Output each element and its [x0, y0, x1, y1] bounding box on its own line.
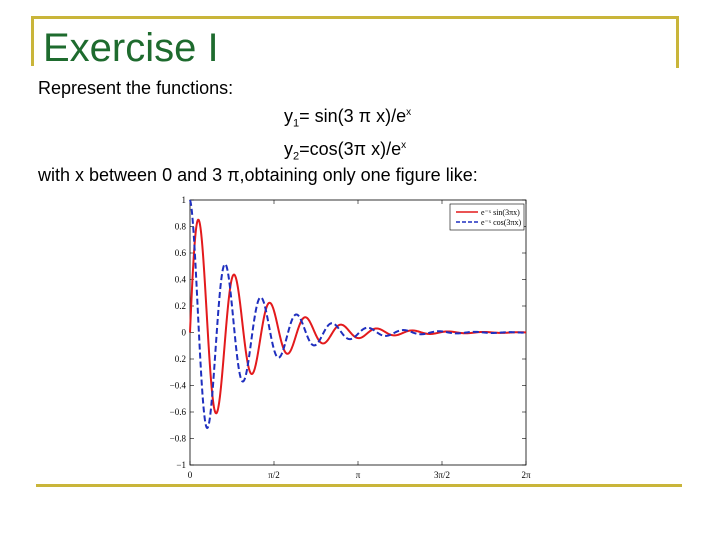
eq1-subscript: 1 [293, 117, 300, 130]
eq2-exponent: x [401, 140, 407, 151]
x-tick-label: π [356, 470, 361, 480]
legend-label-2: e⁻ˣ cos(3πx) [481, 218, 521, 227]
series-line-2 [189, 199, 527, 430]
left-border-accent [31, 16, 34, 66]
x-tick-label: 0 [188, 470, 193, 480]
legend-label-1: e⁻ˣ sin(3πx) [481, 208, 520, 217]
eq2-lhs: y [284, 139, 293, 159]
series-line-1 [189, 218, 527, 415]
x-tick-label: 2π [521, 470, 531, 480]
eq1-exponent: x [406, 107, 412, 118]
intro-text: Represent the functions: [38, 78, 234, 98]
bottom-border-accent [36, 484, 682, 487]
y-tick-label: 0 [182, 328, 187, 338]
y-axis-ticks: −1 −0.8 −0.6 −0.4 0.2 0 0.2 0.4 0.6 0.8 1 [170, 195, 526, 470]
y-tick-label: 0.6 [175, 248, 187, 258]
eq1-lhs: y [284, 106, 293, 126]
range-text: with x between 0 and 3 π,obtaining only … [38, 165, 478, 185]
equation-y1: y1= sin(3 π x)/ex [284, 106, 411, 130]
series-lines [189, 199, 527, 430]
chart-legend: e⁻ˣ sin(3πx)e⁻ˣ cos(3πx) [449, 203, 525, 231]
eq2-rhs: =cos(3π x)/e [299, 139, 402, 159]
y-tick-label: 1 [182, 195, 187, 205]
y-tick-label: −1 [176, 460, 186, 470]
y-tick-label: −0.4 [170, 381, 187, 391]
x-axis-ticks: 0 π/2 π 3π/2 2π [188, 200, 531, 480]
top-border-accent [31, 16, 679, 19]
x-tick-label: 3π/2 [434, 470, 450, 480]
y-tick-label: 0.2 [175, 354, 186, 364]
y-tick-label: −0.6 [170, 407, 187, 417]
y-tick-label: 0.8 [175, 222, 187, 232]
eq1-rhs: = sin(3 π x)/e [299, 106, 407, 126]
equation-y2: y2=cos(3π x)/ex [284, 139, 406, 163]
right-border-accent [676, 16, 679, 68]
y-tick-label: 0.4 [175, 275, 187, 285]
eq2-subscript: 2 [293, 150, 300, 163]
legend-box [449, 203, 525, 231]
y-tick-label: 0.2 [175, 301, 186, 311]
x-tick-label: π/2 [268, 470, 280, 480]
y-tick-label: −0.8 [170, 434, 187, 444]
function-plot: −1 −0.8 −0.6 −0.4 0.2 0 0.2 0.4 0.6 0.8 1 0 π/2 π 3π/… [170, 195, 531, 480]
slide-title: Exercise I [43, 26, 219, 70]
